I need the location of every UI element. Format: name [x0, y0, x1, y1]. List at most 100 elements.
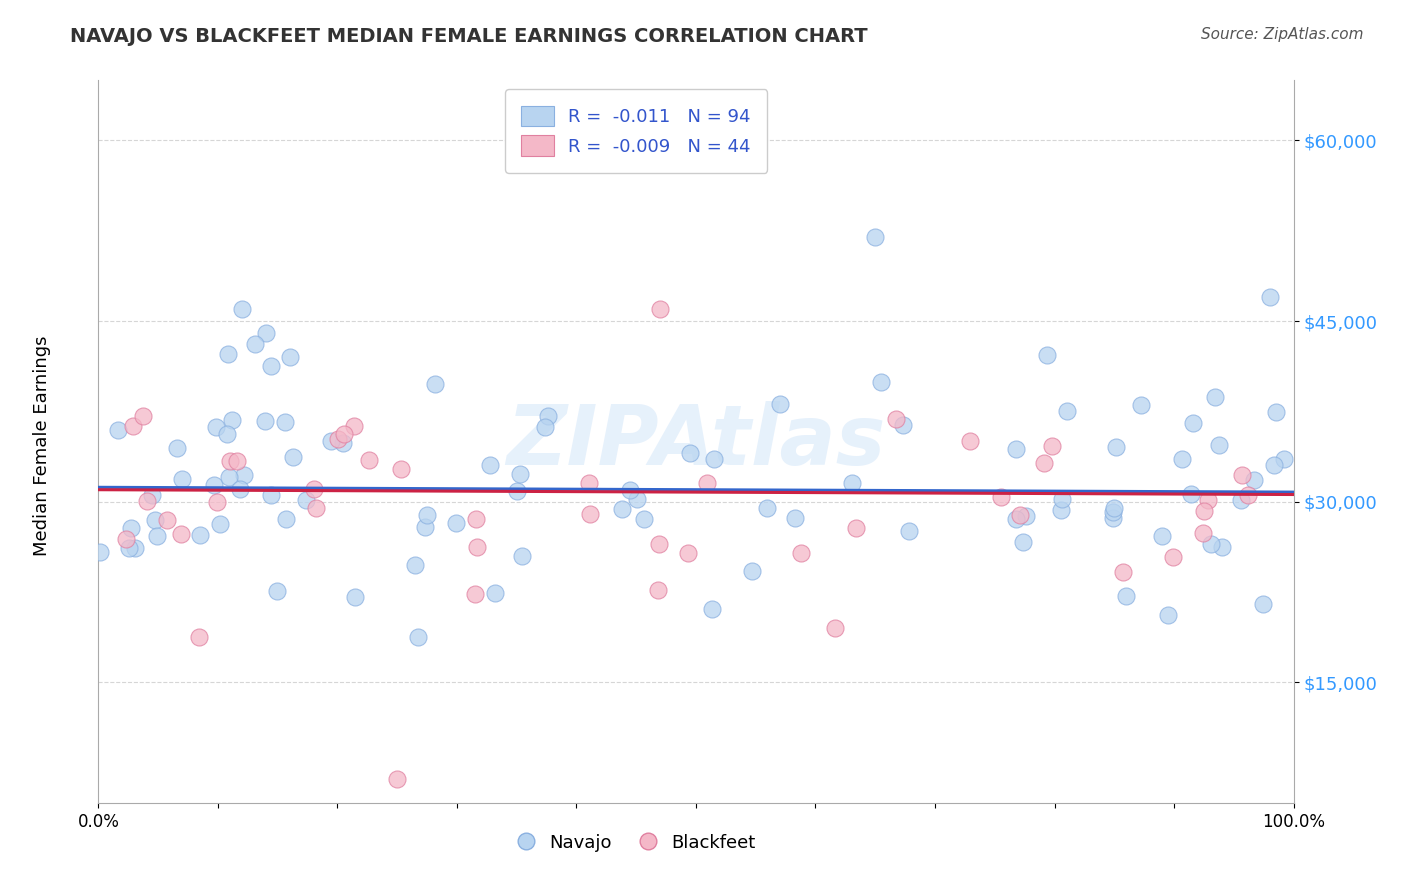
Point [218, 453, 240, 467]
Point [122, 419, 145, 434]
Point [783, 511, 806, 525]
Point [1180, 486, 1202, 500]
Text: Median Female Earnings: Median Female Earnings [34, 335, 51, 557]
Point [283, 450, 305, 465]
Point [676, 546, 699, 560]
Text: Source: ZipAtlas.com: Source: ZipAtlas.com [1201, 27, 1364, 42]
Point [1040, 439, 1063, 453]
Point [756, 501, 779, 516]
Point [1199, 537, 1222, 551]
Point [1005, 442, 1028, 457]
Point [1192, 504, 1215, 518]
Point [188, 528, 211, 542]
Point [132, 409, 155, 423]
Point [232, 467, 254, 482]
Point [465, 540, 488, 554]
Point [118, 541, 141, 555]
Point [1112, 565, 1135, 579]
Point [120, 521, 142, 535]
Point [648, 537, 671, 551]
Point [633, 511, 655, 525]
Point [1251, 597, 1274, 611]
Point [146, 529, 169, 543]
Point [1129, 398, 1152, 412]
Point [172, 472, 194, 486]
Point [510, 549, 533, 564]
Point [278, 350, 301, 364]
Point [1198, 492, 1220, 507]
Point [202, 478, 225, 492]
Point [1161, 549, 1184, 564]
Point [107, 423, 129, 437]
Point [478, 458, 501, 472]
Point [1152, 528, 1174, 542]
Point [869, 376, 891, 390]
Point [1036, 348, 1059, 362]
Point [464, 586, 486, 600]
Text: ZIPAtlas: ZIPAtlas [506, 401, 886, 482]
Point [1258, 290, 1281, 304]
Point [1191, 525, 1213, 540]
Point [231, 301, 253, 316]
Point [1264, 404, 1286, 418]
Point [404, 558, 426, 573]
Point [205, 495, 228, 509]
Point [1011, 534, 1033, 549]
Point [1229, 493, 1251, 508]
Point [217, 347, 239, 361]
Point [1050, 492, 1073, 507]
Point [1182, 416, 1205, 430]
Point [1211, 540, 1233, 554]
Point [423, 376, 446, 391]
Point [886, 411, 908, 425]
Point [696, 475, 718, 490]
Point [156, 513, 179, 527]
Point [302, 482, 325, 496]
Point [650, 301, 672, 316]
Point [898, 524, 921, 538]
Point [136, 493, 159, 508]
Point [891, 418, 914, 433]
Point [619, 483, 641, 498]
Point [465, 512, 488, 526]
Point [534, 420, 557, 434]
Point [1014, 508, 1036, 523]
Point [413, 520, 436, 534]
Point [678, 446, 700, 460]
Point [254, 414, 277, 428]
Point [406, 631, 429, 645]
Point [385, 772, 409, 786]
Point [416, 508, 439, 522]
Point [647, 582, 669, 597]
Point [319, 434, 342, 449]
Point [1237, 488, 1260, 502]
Point [865, 229, 887, 244]
Point [229, 483, 252, 497]
Point [824, 620, 846, 634]
Point [143, 513, 166, 527]
Point [703, 452, 725, 467]
Point [700, 602, 723, 616]
Point [1204, 390, 1226, 404]
Point [188, 630, 211, 644]
Point [610, 502, 633, 516]
Point [166, 441, 188, 455]
Point [845, 521, 868, 535]
Point [789, 546, 811, 560]
Point [357, 453, 380, 467]
Point [626, 491, 648, 506]
Point [1105, 440, 1128, 454]
Point [243, 336, 266, 351]
Point [1208, 438, 1230, 452]
Point [305, 500, 328, 515]
Point [509, 467, 531, 482]
Point [578, 476, 600, 491]
Point [1243, 474, 1265, 488]
Point [274, 512, 297, 526]
Legend: Navajo, Blackfeet: Navajo, Blackfeet [509, 826, 763, 859]
Point [343, 590, 366, 604]
Point [1102, 501, 1125, 516]
Point [1263, 458, 1285, 472]
Point [506, 484, 529, 499]
Point [89, 545, 111, 559]
